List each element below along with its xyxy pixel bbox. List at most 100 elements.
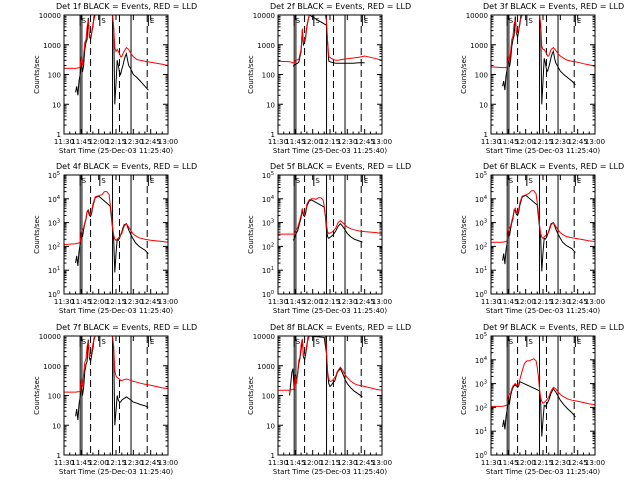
plot-frame [490,174,596,295]
panel-title: Det 8f BLACK = Events, RED = LLD [270,323,411,332]
y-tick-label: 105 [48,171,60,180]
flag-marker-label: E [364,338,368,346]
flag-marker-label: S [82,17,87,25]
y-tick-label: 1 [57,452,61,460]
y-tick-label: 10 [266,422,275,430]
flag-marker-label: S [101,177,106,185]
y-tick-label: 104 [475,356,487,365]
flag-marker-label: E [150,177,154,185]
x-tick-label: 13:00 [585,298,605,306]
x-tick-label: 11:45 [498,459,518,467]
x-tick-label: 11:30 [268,298,288,306]
x-tick-label: 12:00 [516,298,536,306]
x-tick-label: 12:30 [123,459,143,467]
panel-det-7: Det 7f BLACK = Events, RED = LLD S S E 11:30… [33,323,197,476]
x-tick-label: 12:30 [123,298,143,306]
y-tick-label: 103 [475,380,487,389]
y-tick-label: 103 [48,219,60,228]
x-axis-label: Start Time (25-Dec-03 11:25:40) [273,147,387,155]
x-tick-label: 12:15 [320,459,340,467]
plot-frame [277,14,383,135]
y-tick-label: 102 [475,242,487,251]
x-axis-label: Start Time (25-Dec-03 11:25:40) [59,307,173,315]
x-tick-label: 11:45 [285,138,305,146]
x-tick-label: 13:00 [585,459,605,467]
events-series-line [292,199,363,243]
x-tick-label: 12:15 [106,298,126,306]
x-tick-label: 12:15 [106,459,126,467]
y-tick-label: 1000 [257,363,275,371]
y-axis-label: Counts/sec [33,55,41,94]
flag-marker-label: S [315,338,320,346]
x-tick-label: 12:15 [533,459,553,467]
y-tick-label: 101 [48,266,60,275]
y-tick-label: 1000 [470,42,488,50]
panel-det-2: Det 2f BLACK = Events, RED = LLD S S E 11:30… [247,2,411,155]
panel-title: Det 4f BLACK = Events, RED = LLD [56,162,197,171]
y-tick-label: 101 [475,266,487,275]
plot-frame [63,335,169,456]
panel-title: Det 5f BLACK = Events, RED = LLD [270,162,411,171]
x-tick-label: 12:00 [303,138,323,146]
x-axis-label: Start Time (25-Dec-03 11:25:40) [486,307,600,315]
flag-marker-label: E [577,177,581,185]
x-tick-label: 12:45 [141,459,161,467]
x-tick-label: 12:00 [89,459,109,467]
plot-frame [490,335,596,456]
x-tick-label: 12:15 [106,138,126,146]
x-axis-label: Start Time (25-Dec-03 11:25:40) [486,468,600,476]
y-tick-label: 10 [266,101,275,109]
y-tick-label: 10000 [39,333,61,341]
y-tick-label: 100 [262,290,274,299]
x-tick-label: 12:15 [533,138,553,146]
y-tick-label: 105 [475,171,487,180]
y-tick-label: 1 [484,131,488,139]
y-axis-label: Counts/sec [33,215,41,254]
x-tick-label: 12:45 [355,138,375,146]
x-tick-label: 11:30 [481,459,501,467]
x-tick-label: 12:30 [123,138,143,146]
events-series-line [75,195,149,273]
y-tick-label: 10000 [253,333,275,341]
x-tick-label: 12:00 [89,298,109,306]
x-axis-label: Start Time (25-Dec-03 11:25:40) [273,307,387,315]
y-tick-label: 1 [57,131,61,139]
flag-marker-label: S [296,17,301,25]
x-tick-label: 12:45 [355,459,375,467]
x-tick-label: 11:30 [268,138,288,146]
flag-marker-label: E [150,338,154,346]
y-tick-label: 100 [48,290,60,299]
flag-marker-label: S [296,338,301,346]
panel-title: Det 3f BLACK = Events, RED = LLD [483,2,624,11]
x-tick-label: 13:00 [372,459,392,467]
y-tick-label: 101 [475,427,487,436]
y-tick-label: 102 [475,403,487,412]
flag-marker-label: S [82,338,87,346]
y-tick-label: 102 [262,242,274,251]
y-tick-label: 105 [475,332,487,341]
y-tick-label: 104 [262,195,274,204]
flag-marker-label: S [509,177,514,185]
flag-marker-label: S [82,177,87,185]
flag-marker-label: S [509,338,514,346]
x-tick-label: 11:30 [54,298,74,306]
y-tick-label: 101 [262,266,274,275]
y-tick-label: 102 [48,242,60,251]
y-tick-label: 1000 [43,42,61,50]
panel-det-4: Det 4f BLACK = Events, RED = LLD S S E 11:30… [33,162,197,315]
x-tick-label: 12:30 [337,298,357,306]
y-tick-label: 100 [475,72,488,80]
panel-title: Det 7f BLACK = Events, RED = LLD [56,323,197,332]
y-axis-label: Counts/sec [460,376,468,415]
flag-marker-label: S [528,338,533,346]
lld-series-line [491,358,596,407]
x-tick-label: 11:30 [268,459,288,467]
panel-title: Det 9f BLACK = Events, RED = LLD [483,323,624,332]
x-tick-label: 11:30 [481,138,501,146]
x-tick-label: 11:30 [54,459,74,467]
y-tick-label: 10 [479,101,488,109]
x-tick-label: 12:00 [303,298,323,306]
flag-marker-label: E [364,17,368,25]
x-tick-label: 13:00 [372,298,392,306]
y-tick-label: 10000 [253,12,275,20]
